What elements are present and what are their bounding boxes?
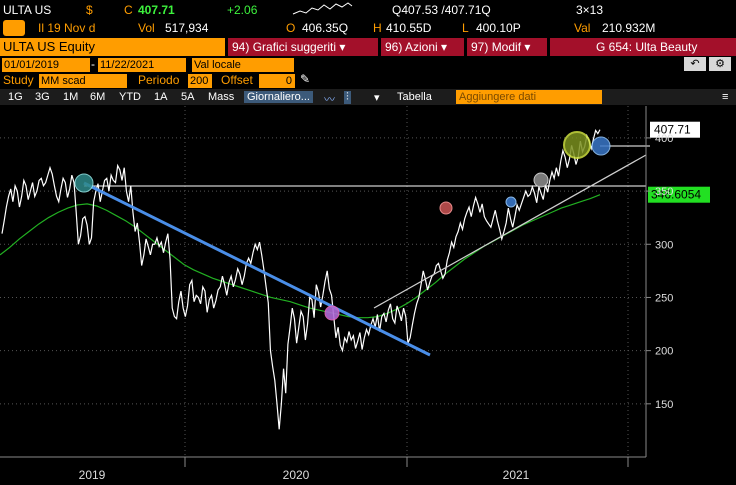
y-tick-label: 350 — [655, 186, 673, 198]
marker-gray — [533, 172, 549, 188]
low: 400.10P — [476, 21, 521, 35]
price-series — [1, 129, 601, 430]
ma-price-box — [648, 186, 710, 203]
tab-ytd[interactable]: YTD — [119, 91, 141, 103]
y-tick-label: 250 — [655, 292, 673, 304]
chart-type-dropdown-icon[interactable]: ▾ — [374, 92, 380, 104]
pencil-icon[interactable]: ✎ — [300, 72, 311, 86]
undo-icon[interactable]: ↶ — [684, 57, 706, 71]
news-icon[interactable] — [3, 20, 25, 36]
btn3-num: 97) — [471, 40, 489, 54]
menu-icon[interactable]: ≡ — [722, 91, 729, 103]
chart-grid — [0, 106, 646, 457]
currency-select-label: Val locale — [194, 59, 241, 71]
period-input[interactable]: 200 — [188, 74, 212, 88]
open-label: O — [286, 21, 296, 35]
settings-icon[interactable]: ⚙ — [709, 57, 731, 71]
last-price: 407.71 — [138, 3, 175, 17]
offset-label: Offset — [221, 73, 253, 87]
last-price-label: 407.71 — [654, 123, 691, 137]
tab-mass[interactable]: Mass — [208, 91, 235, 103]
last-price-box — [650, 121, 700, 138]
date-label: Il 19 Nov d — [38, 21, 96, 35]
price-change: +2.06 — [227, 3, 258, 17]
btn1-label: Grafici suggeriti — [252, 40, 337, 54]
tab-5a[interactable]: 5A — [181, 91, 195, 103]
tab-1a[interactable]: 1A — [154, 91, 168, 103]
sparkline-icon — [292, 2, 353, 15]
y-tick-label: 400 — [655, 133, 673, 145]
line-chart-icon[interactable]: 〰 — [324, 94, 335, 106]
study-label: Study — [3, 73, 34, 87]
axes: 150 200 250 300 350 400 2019 2020 2021 — [0, 106, 673, 482]
y-tick-label: 300 — [655, 239, 673, 251]
tab-6m[interactable]: 6M — [90, 91, 106, 103]
edit-button[interactable]: 97) Modif ▾ — [467, 38, 547, 56]
c-label: C — [124, 3, 133, 17]
btn2-label: Azioni — [405, 40, 438, 54]
btn1-num: 94) — [232, 40, 250, 54]
marker-purple — [324, 305, 340, 321]
uptrend-line — [373, 154, 647, 309]
marker-red — [439, 201, 453, 215]
candles-icon[interactable]: ⫶ — [344, 91, 351, 104]
study-select-label: MM scad — [41, 75, 86, 87]
x-tick-label: 2021 — [503, 468, 530, 482]
moving-average-line — [0, 194, 601, 319]
open: 406.35Q — [302, 21, 349, 35]
period-label: Periodo — [138, 73, 180, 87]
bid-ask: Q407.53 /407.71Q — [392, 3, 491, 17]
trend-overlays: 407.71 346.6054 — [74, 121, 710, 357]
btn2-num: 96) — [385, 40, 403, 54]
high: 410.55D — [386, 21, 432, 35]
symbol: ULTA US — [3, 3, 52, 17]
suggested-charts-button[interactable]: 94) Grafici suggeriti ▾ — [228, 38, 378, 56]
low-label: L — [462, 21, 469, 35]
ma-series — [0, 194, 601, 319]
table-button[interactable]: Tabella — [397, 91, 432, 103]
high-label: H — [373, 21, 382, 35]
downtrend-line — [83, 181, 431, 357]
offset-input[interactable]: 0 — [259, 74, 295, 88]
quote-details: Il 19 Nov d Vol 517,934 O 406.35Q H 410.… — [0, 20, 736, 38]
x-tick-label: 2020 — [283, 468, 310, 482]
volume: 517,934 — [165, 21, 209, 35]
vol-label: Vol — [138, 21, 155, 35]
date-separator-icon: - — [91, 57, 95, 71]
price-line — [1, 129, 601, 430]
marker-blue — [591, 136, 611, 156]
currency-select[interactable]: Val locale — [192, 58, 294, 72]
y-tick-label: 150 — [655, 399, 673, 411]
add-data-input[interactable]: Aggiungere dati — [456, 90, 602, 104]
actions-button[interactable]: 96) Azioni ▾ — [381, 38, 464, 56]
marker-teal — [74, 173, 94, 193]
value: 210.932M — [602, 21, 656, 35]
marker-blue-small — [505, 196, 517, 208]
ticker-field[interactable]: ULTA US Equity — [0, 38, 225, 56]
date-to-input[interactable]: 11/22/2021 — [98, 58, 186, 72]
quote-header: ULTA US $ C 407.71 +2.06 Q407.53 /407.71… — [0, 0, 736, 20]
tab-1m[interactable]: 1M — [63, 91, 79, 103]
marker-green-large — [563, 131, 591, 159]
ma-price-label: 346.6054 — [651, 188, 701, 202]
date-from-input[interactable]: 01/01/2019 — [2, 58, 90, 72]
tab-3g[interactable]: 3G — [35, 91, 50, 103]
tab-daily[interactable]: Giornaliero... — [244, 91, 313, 103]
study-select[interactable]: MM scad — [39, 74, 127, 88]
x-tick-label: 2019 — [79, 468, 106, 482]
company-name: G 654: Ulta Beauty — [550, 38, 736, 56]
y-tick-label: 200 — [655, 346, 673, 358]
size: 3×13 — [576, 3, 604, 17]
val-label: Val — [574, 21, 591, 35]
btn3-label: Modif — [491, 40, 522, 54]
currency: $ — [86, 3, 93, 17]
tab-1g[interactable]: 1G — [8, 91, 23, 103]
